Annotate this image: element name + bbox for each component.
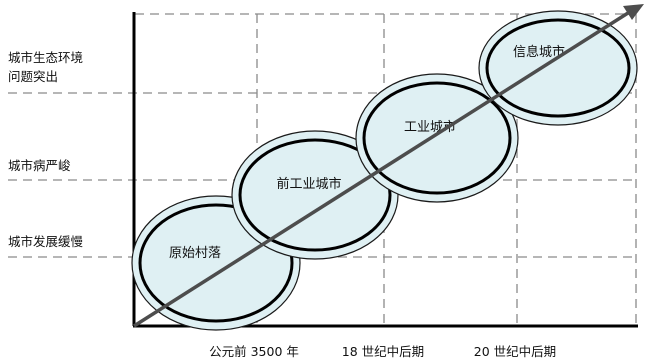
stage-information-city [478,10,638,126]
diagonal-arrow-icon [133,4,644,328]
stage-inner-ring [238,138,392,252]
stage-inner-ring [485,18,631,118]
stage-industrial-city [355,73,519,203]
y-level-labels: 城市生态环境 问题突出 城市病严峻 城市发展缓慢 [8,50,84,249]
y-level-label: 城市病严峻 [8,158,71,173]
x-period-label: 18 世纪中后期 [342,344,424,359]
stage-inner-ring [362,81,512,195]
y-level-label: 问题突出 [8,69,58,84]
stage-preindustrial-city [231,130,399,260]
y-level-label: 城市发展缓慢 [8,234,84,249]
trend-arrow-head [623,4,644,20]
stage-label: 前工业城市 [276,176,341,192]
y-level-label: 城市生态环境 [8,50,83,65]
trend-arrow-shaft [133,11,629,328]
x-period-label: 公元前 3500 年 [209,344,299,359]
stage-label: 信息城市 [513,44,565,60]
x-period-label: 20 世纪中后期 [474,344,556,359]
stage-label: 原始村落 [169,246,221,261]
x-period-labels: 公元前 3500 年 18 世纪中后期 20 世纪中后期 [209,344,556,359]
